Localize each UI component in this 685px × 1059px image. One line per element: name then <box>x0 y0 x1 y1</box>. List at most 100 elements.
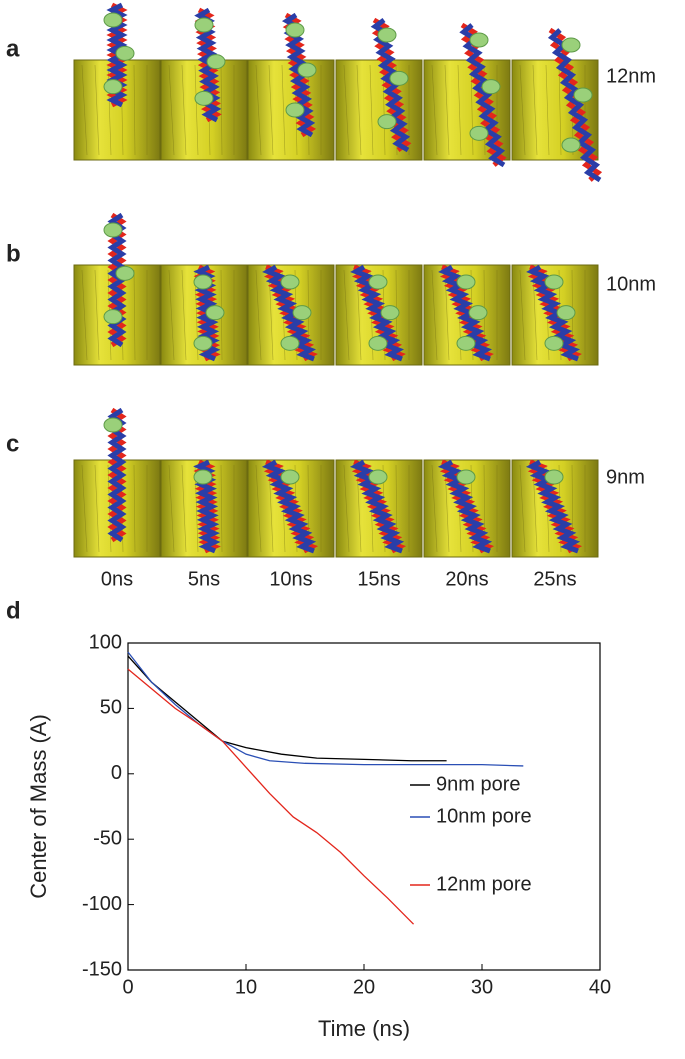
protein <box>193 274 213 290</box>
time-label: 5ns <box>188 568 220 590</box>
pore-texture <box>343 464 350 553</box>
y-tick-label: 100 <box>89 631 122 653</box>
panel-label: c <box>6 430 19 457</box>
y-axis-label: Center of Mass (A) <box>26 714 51 899</box>
pore-label: 12nm <box>606 65 656 87</box>
pore-texture <box>194 64 199 156</box>
protein <box>103 417 123 433</box>
x-axis-label: Time (ns) <box>318 1016 410 1041</box>
protein <box>456 469 476 485</box>
protein <box>456 335 476 351</box>
series-line <box>127 668 415 925</box>
protein <box>285 22 305 38</box>
dna-strand <box>459 23 506 168</box>
pore-texture <box>81 64 88 156</box>
x-tick-label: 20 <box>353 976 375 998</box>
pore-texture <box>545 64 550 156</box>
protein <box>469 125 489 141</box>
protein <box>561 37 581 53</box>
pore-texture <box>168 269 175 361</box>
legend-label: 10nm pore <box>436 805 532 827</box>
protein <box>115 45 135 61</box>
y-tick-label: -150 <box>82 958 122 980</box>
pore-texture <box>81 464 88 553</box>
protein <box>544 335 564 351</box>
pore-texture <box>133 269 136 361</box>
protein <box>380 305 400 321</box>
y-tick-label: -50 <box>93 827 122 849</box>
pore-texture <box>133 464 136 553</box>
panel-label: d <box>6 597 21 624</box>
pore-texture <box>519 269 526 361</box>
panel-label: a <box>6 35 20 62</box>
protein <box>292 305 312 321</box>
pore-texture <box>431 64 438 156</box>
pore-texture <box>94 64 100 156</box>
pore-texture <box>532 64 538 156</box>
x-tick-label: 30 <box>471 976 493 998</box>
protein <box>573 87 593 103</box>
y-tick-label: -100 <box>82 893 122 915</box>
pore-texture <box>94 464 100 553</box>
pore-texture <box>470 64 474 156</box>
protein <box>368 469 388 485</box>
pore-texture <box>255 64 262 156</box>
legend-label: 12nm pore <box>436 873 532 895</box>
pore-texture <box>519 464 526 553</box>
pore-texture <box>94 269 100 361</box>
time-label: 0ns <box>101 568 133 590</box>
dna-strand <box>525 459 581 554</box>
dna-strand <box>349 459 405 554</box>
protein <box>377 27 397 43</box>
protein <box>103 222 123 238</box>
pore-texture <box>133 64 136 156</box>
pore-texture <box>356 64 362 156</box>
pore-texture <box>369 64 374 156</box>
protein <box>280 469 300 485</box>
protein <box>205 305 225 321</box>
pore-texture <box>519 64 526 156</box>
protein <box>481 79 501 95</box>
pore-texture <box>181 269 187 361</box>
dna-strand <box>547 28 602 183</box>
protein <box>544 469 564 485</box>
dna-strand <box>261 459 317 554</box>
protein <box>468 305 488 321</box>
protein <box>469 32 489 48</box>
time-label: 15ns <box>357 568 400 590</box>
y-tick-label: 0 <box>111 762 122 784</box>
series-line <box>127 651 524 767</box>
protein <box>103 309 123 325</box>
pore-texture <box>220 64 223 156</box>
protein <box>280 274 300 290</box>
protein <box>556 305 576 321</box>
dna-strand <box>437 459 493 554</box>
pore-label: 10nm <box>606 273 656 295</box>
protein <box>377 114 397 130</box>
protein <box>193 335 213 351</box>
pore-texture <box>168 64 175 156</box>
protein <box>544 274 564 290</box>
pore-texture <box>81 269 88 361</box>
pore-texture <box>281 64 286 156</box>
protein <box>194 17 214 33</box>
x-tick-label: 0 <box>122 976 133 998</box>
pore-texture <box>431 269 438 361</box>
series-line <box>127 655 447 762</box>
protein <box>115 265 135 281</box>
protein <box>389 70 409 86</box>
panel-label: b <box>6 240 21 267</box>
pore-texture <box>220 464 223 553</box>
pore-texture <box>431 464 438 553</box>
protein <box>368 335 388 351</box>
time-label: 20ns <box>445 568 488 590</box>
x-tick-label: 40 <box>589 976 611 998</box>
protein <box>285 102 305 118</box>
pore-texture <box>343 64 350 156</box>
protein <box>456 274 476 290</box>
protein <box>193 469 213 485</box>
protein <box>103 79 123 95</box>
protein <box>297 62 317 78</box>
pore-texture <box>457 64 462 156</box>
